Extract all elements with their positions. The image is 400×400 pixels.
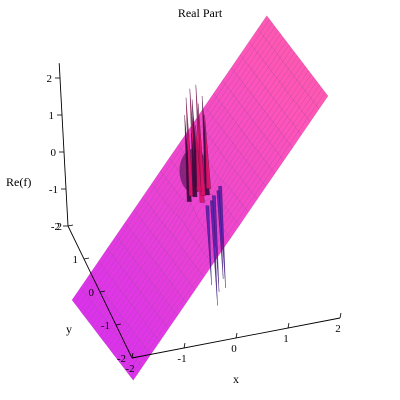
y-tick-label: -1 xyxy=(101,320,110,332)
spike-down xyxy=(210,200,218,306)
y-tick-label: -2 xyxy=(117,353,126,365)
x-tick-label: 1 xyxy=(283,333,289,345)
y-axis-label: y xyxy=(66,322,72,336)
y-tick xyxy=(115,323,122,326)
spike-down xyxy=(212,195,220,292)
y-tick xyxy=(99,290,106,293)
x-tick-label: -2 xyxy=(125,363,134,375)
x-tick xyxy=(183,342,186,349)
x-axis-label: x xyxy=(233,372,239,386)
z-axis-label: Re(f) xyxy=(6,175,31,189)
x-tick-label: 0 xyxy=(231,343,237,355)
z-tick-label: 1 xyxy=(49,110,55,122)
x-tick xyxy=(235,332,238,339)
spike-up xyxy=(185,97,194,197)
x-tick xyxy=(131,352,134,359)
y-tick-label: 2 xyxy=(57,221,63,233)
x-tick xyxy=(287,322,290,329)
spike-up xyxy=(195,125,202,192)
spike-down xyxy=(218,186,226,288)
y-tick xyxy=(83,257,90,260)
x-tick-label: -1 xyxy=(177,353,186,365)
x-tick xyxy=(339,312,342,319)
surface-patch xyxy=(316,92,329,110)
spike-up xyxy=(204,114,211,189)
spike-down xyxy=(216,190,224,280)
z-tick-label: -2 xyxy=(51,221,60,233)
spike-up xyxy=(198,103,206,196)
z-tick-label: 2 xyxy=(47,73,53,85)
z-tick-label: 0 xyxy=(51,147,57,159)
y-tick xyxy=(131,356,138,359)
y-tick xyxy=(67,224,74,227)
singularity-spikes xyxy=(184,84,226,306)
x-tick-label: 2 xyxy=(335,323,341,335)
y-tick-label: 1 xyxy=(73,254,79,266)
y-tick-label: 0 xyxy=(89,287,95,299)
spike-up xyxy=(191,133,198,197)
chart-title: Real Part xyxy=(178,6,223,20)
z-tick-label: -1 xyxy=(49,184,58,196)
z-axis-line xyxy=(58,63,69,227)
spike-down xyxy=(205,205,212,286)
